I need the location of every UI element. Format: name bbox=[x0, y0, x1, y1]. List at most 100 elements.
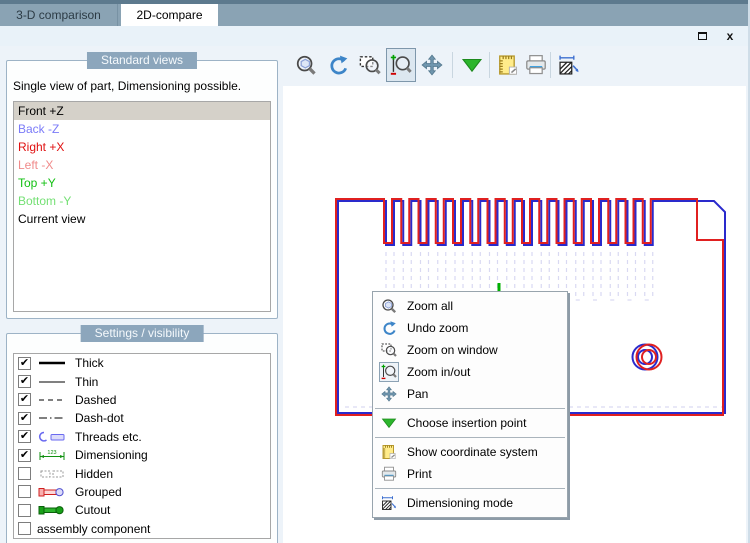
view-item-current[interactable]: Current view bbox=[18, 212, 86, 226]
menu-separator bbox=[375, 408, 565, 409]
menu-item-label: Zoom in/out bbox=[407, 365, 471, 379]
choose-insertion-point-icon bbox=[461, 54, 483, 76]
view-toolbar bbox=[285, 46, 746, 86]
setting-row-hidden[interactable]: Hidden bbox=[14, 464, 270, 482]
view-item-left[interactable]: Left -X bbox=[18, 158, 54, 172]
setting-label: assembly component bbox=[37, 521, 151, 536]
close-button[interactable]: x bbox=[726, 29, 734, 43]
grouped-checkbox[interactable] bbox=[18, 485, 31, 499]
setting-row-dash-dot[interactable]: ✔ Dash-dot bbox=[14, 409, 270, 427]
zoom-on-window-icon bbox=[359, 54, 381, 76]
zoom-in-out-button[interactable] bbox=[386, 48, 416, 82]
pan-icon bbox=[379, 384, 399, 404]
zoom-all-icon bbox=[379, 296, 399, 316]
setting-label: Cutout bbox=[75, 503, 111, 518]
menu-item-zoom-on-window[interactable]: Zoom on window bbox=[374, 339, 566, 361]
setting-row-grouped[interactable]: Grouped bbox=[14, 483, 270, 501]
zoom-on-window-button[interactable] bbox=[355, 48, 385, 82]
standard-views-group: Standard views Single view of part, Dime… bbox=[6, 52, 278, 319]
dash-dot-checkbox[interactable]: ✔ bbox=[18, 411, 31, 425]
zoom-all-button[interactable] bbox=[291, 48, 321, 82]
menu-item-zoom-in-out[interactable]: Zoom in/out bbox=[374, 361, 566, 383]
dimensioning-mode-icon bbox=[379, 493, 399, 513]
thin-checkbox[interactable]: ✔ bbox=[18, 375, 31, 389]
hidden-icon bbox=[40, 470, 64, 478]
setting-row-dimensioning[interactable]: ✔ 123 Dimensioning bbox=[14, 446, 270, 464]
dash-dot-line-icon bbox=[39, 417, 65, 419]
menu-separator bbox=[375, 437, 565, 438]
maximize-icon bbox=[697, 32, 707, 40]
menu-item-show-coordinate-system[interactable]: Show coordinate system bbox=[374, 441, 566, 463]
dashed-checkbox[interactable]: ✔ bbox=[18, 393, 31, 407]
view-item-front[interactable]: Front +Z bbox=[14, 102, 270, 120]
toolbar-separator bbox=[489, 52, 490, 78]
setting-label: Hidden bbox=[75, 466, 114, 481]
assembly-component-checkbox[interactable] bbox=[18, 522, 31, 536]
thin-line-icon bbox=[39, 381, 65, 383]
setting-row-cutout[interactable]: Cutout bbox=[14, 501, 270, 519]
dimensioning-icon: 123 bbox=[39, 450, 65, 461]
setting-label: Dimensioning bbox=[75, 448, 148, 463]
menu-item-choose-insertion-point[interactable]: Choose insertion point bbox=[374, 412, 566, 434]
settings-visibility-group: Settings / visibility ✔ Thick ✔ Thin ✔ D… bbox=[6, 325, 278, 543]
print-button[interactable] bbox=[521, 48, 551, 82]
setting-label: Thin bbox=[75, 374, 99, 389]
view-item-bottom[interactable]: Bottom -Y bbox=[18, 194, 72, 208]
dimensioning-mode-icon bbox=[558, 54, 580, 76]
setting-label: Dash-dot bbox=[75, 411, 124, 426]
cutout-icon bbox=[38, 506, 64, 515]
zoom-in-out-icon bbox=[379, 362, 399, 382]
menu-item-label: Show coordinate system bbox=[407, 445, 538, 459]
zoom-all-icon bbox=[295, 54, 317, 76]
undo-zoom-icon bbox=[379, 318, 399, 338]
view-item-top[interactable]: Top +Y bbox=[18, 176, 56, 190]
setting-row-assembly-component[interactable]: assembly component bbox=[14, 520, 270, 538]
pan-button[interactable] bbox=[417, 48, 447, 82]
hidden-checkbox[interactable] bbox=[18, 467, 31, 481]
menu-item-label: Choose insertion point bbox=[407, 416, 527, 430]
setting-row-threads[interactable]: ✔ Threads etc. bbox=[14, 428, 270, 446]
setting-row-dashed[interactable]: ✔ Dashed bbox=[14, 391, 270, 409]
menu-item-print[interactable]: Print bbox=[374, 463, 566, 485]
setting-row-thin[interactable]: ✔ Thin bbox=[14, 372, 270, 390]
dimensioning-checkbox[interactable]: ✔ bbox=[18, 448, 31, 462]
view-item-right[interactable]: Right +X bbox=[18, 140, 65, 154]
thick-checkbox[interactable]: ✔ bbox=[18, 356, 31, 370]
show-coordinate-system-button[interactable] bbox=[493, 48, 523, 82]
choose-insertion-point-icon bbox=[379, 413, 399, 433]
window-title-strip: x bbox=[0, 26, 748, 46]
toolbar-separator bbox=[452, 52, 453, 78]
undo-zoom-button[interactable] bbox=[323, 48, 353, 82]
print-icon bbox=[525, 54, 547, 76]
show-coordinate-system-icon bbox=[379, 442, 399, 462]
zoom-in-out-icon bbox=[390, 54, 412, 76]
setting-row-thick[interactable]: ✔ Thick bbox=[14, 354, 270, 372]
menu-item-label: Pan bbox=[407, 387, 429, 401]
grouped-icon bbox=[38, 487, 64, 497]
canvas-context-menu: Zoom all Undo zoom Zoom on window Zoom i… bbox=[372, 291, 568, 518]
zoom-on-window-icon bbox=[379, 340, 399, 360]
menu-item-undo-zoom[interactable]: Undo zoom bbox=[374, 317, 566, 339]
settings-list: ✔ Thick ✔ Thin ✔ Dashed ✔ Dash-dot ✔ bbox=[13, 353, 271, 539]
maximize-button[interactable] bbox=[694, 29, 710, 43]
cutout-checkbox[interactable] bbox=[18, 503, 31, 517]
threads-checkbox[interactable]: ✔ bbox=[18, 430, 31, 444]
choose-insertion-point-button[interactable] bbox=[457, 48, 487, 82]
tab-bar: 3-D comparison 2D-compare bbox=[0, 4, 748, 26]
dimensioning-mode-button[interactable] bbox=[554, 48, 584, 82]
standard-views-description: Single view of part, Dimensioning possib… bbox=[13, 79, 242, 93]
setting-label: Grouped bbox=[75, 484, 122, 499]
setting-label: Dashed bbox=[75, 392, 117, 407]
standard-views-title: Standard views bbox=[86, 52, 198, 69]
view-item-back[interactable]: Back -Z bbox=[18, 122, 60, 136]
undo-zoom-icon bbox=[327, 54, 349, 76]
menu-item-label: Dimensioning mode bbox=[407, 496, 514, 510]
tab-3d-comparison[interactable]: 3-D comparison bbox=[0, 4, 118, 26]
menu-item-dimensioning-mode[interactable]: Dimensioning mode bbox=[374, 492, 566, 514]
setting-label: Thick bbox=[75, 356, 104, 371]
menu-item-zoom-all[interactable]: Zoom all bbox=[374, 295, 566, 317]
print-icon bbox=[379, 464, 399, 484]
menu-item-pan[interactable]: Pan bbox=[374, 383, 566, 405]
tab-2d-compare[interactable]: 2D-compare bbox=[121, 4, 218, 26]
